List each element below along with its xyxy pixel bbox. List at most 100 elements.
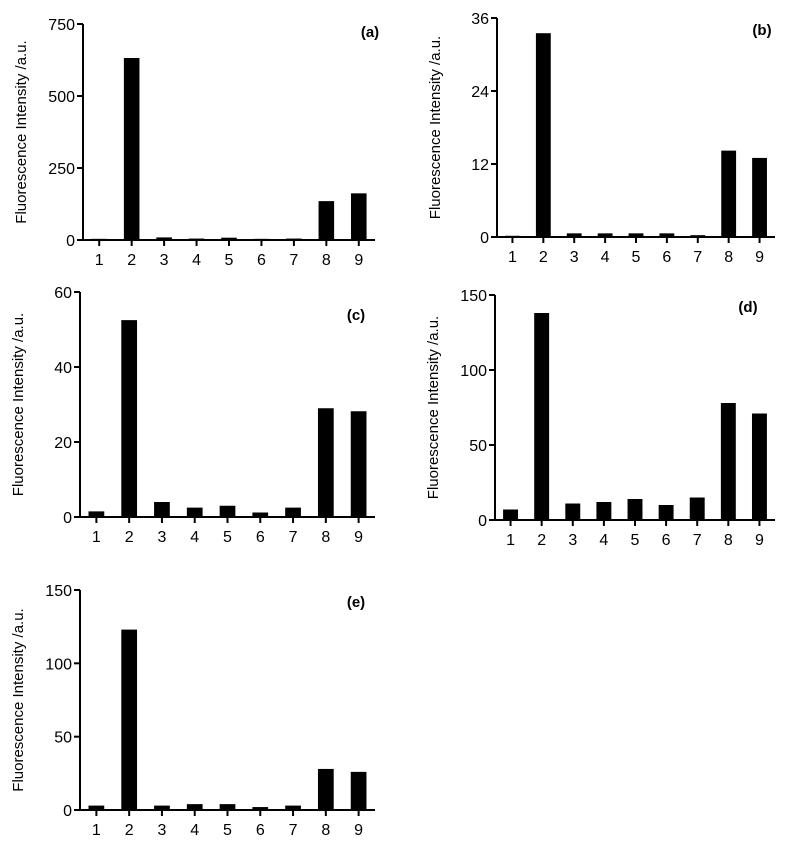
x-tick-label: 6 — [662, 532, 671, 549]
x-tick-label: 9 — [755, 249, 764, 266]
x-tick-label: 9 — [354, 252, 363, 269]
bar-3 — [156, 237, 172, 240]
bar-4 — [186, 507, 203, 517]
y-axis-label: Fluorescence Intensity /a.u. — [10, 608, 27, 791]
bar-9 — [350, 771, 367, 810]
bar-4 — [188, 238, 205, 240]
panel-label: (a) — [361, 24, 379, 41]
y-axis-label: Fluorescence Intensity /a.u. — [10, 313, 27, 496]
x-tick-label: 8 — [724, 249, 733, 266]
panel-label: (e) — [347, 594, 365, 611]
bar-5 — [627, 499, 643, 520]
bar-8 — [721, 150, 737, 237]
y-tick-label: 40 — [54, 360, 72, 377]
bar-6 — [252, 807, 269, 810]
y-tick-label: 50 — [54, 730, 72, 747]
bar-9 — [350, 193, 367, 240]
bar-6 — [659, 233, 675, 237]
bar-6 — [253, 238, 270, 240]
y-axis-label: Fluorescence Intensity /a.u. — [13, 40, 30, 223]
bar-2 — [123, 57, 140, 240]
bar-8 — [317, 768, 334, 810]
bar-8 — [720, 403, 736, 520]
bar-3 — [154, 805, 170, 810]
y-tick-label: 250 — [48, 161, 75, 178]
y-tick-label: 750 — [48, 17, 75, 34]
x-tick-label: 7 — [289, 529, 298, 546]
x-tick-label: 7 — [693, 532, 702, 549]
y-tick-label: 0 — [478, 513, 487, 530]
bar-1 — [91, 238, 108, 240]
x-tick-label: 1 — [506, 532, 515, 549]
x-tick-label: 1 — [92, 822, 101, 839]
y-tick-label: 0 — [480, 230, 489, 247]
y-tick-label: 36 — [471, 11, 489, 28]
bar-7 — [285, 805, 301, 810]
x-tick-label: 5 — [632, 249, 641, 266]
x-tick-label: 6 — [662, 249, 671, 266]
x-tick-label: 6 — [257, 252, 266, 269]
x-tick-label: 2 — [537, 532, 546, 549]
x-tick-label: 7 — [693, 249, 702, 266]
bar-2 — [534, 313, 550, 520]
y-axis-label: Fluorescence Intensity /a.u. — [427, 36, 444, 219]
x-tick-label: 8 — [322, 252, 331, 269]
panel-label: (d) — [738, 299, 757, 316]
x-tick-label: 2 — [125, 822, 134, 839]
y-tick-label: 150 — [45, 583, 72, 600]
x-tick-label: 4 — [599, 532, 608, 549]
x-tick-label: 5 — [223, 529, 232, 546]
x-tick-label: 1 — [92, 529, 101, 546]
bar-1 — [88, 511, 105, 517]
x-tick-label: 5 — [223, 822, 232, 839]
x-tick-label: 4 — [192, 252, 201, 269]
x-tick-label: 8 — [321, 529, 330, 546]
bar-5 — [221, 237, 237, 240]
y-tick-label: 60 — [54, 285, 72, 302]
bar-8 — [318, 201, 335, 240]
x-tick-label: 2 — [539, 249, 548, 266]
y-tick-label: 12 — [471, 157, 489, 174]
y-tick-label: 20 — [54, 435, 72, 452]
x-tick-label: 2 — [127, 252, 136, 269]
x-tick-label: 3 — [157, 529, 166, 546]
x-tick-label: 7 — [289, 822, 298, 839]
bar-1 — [505, 235, 520, 237]
y-tick-label: 100 — [45, 656, 72, 673]
y-tick-label: 100 — [460, 363, 487, 380]
x-tick-label: 4 — [190, 822, 199, 839]
x-tick-label: 3 — [568, 532, 577, 549]
bar-5 — [219, 804, 236, 810]
x-tick-label: 9 — [354, 822, 363, 839]
y-axis-label: Fluorescence Intensity /a.u. — [425, 316, 442, 499]
bar-6 — [658, 505, 674, 520]
bar-5 — [628, 233, 644, 237]
y-tick-label: 0 — [66, 233, 75, 250]
x-tick-label: 1 — [95, 252, 104, 269]
x-tick-label: 5 — [631, 532, 640, 549]
bar-9 — [751, 413, 767, 520]
bar-7 — [690, 235, 706, 237]
bar-3 — [565, 503, 581, 520]
y-tick-label: 0 — [63, 803, 72, 820]
bar-1 — [88, 805, 105, 810]
x-tick-label: 3 — [157, 822, 166, 839]
bar-4 — [597, 233, 613, 237]
bar-9 — [752, 157, 767, 237]
x-tick-label: 3 — [570, 249, 579, 266]
x-tick-label: 2 — [125, 529, 134, 546]
bar-3 — [566, 233, 582, 237]
bar-2 — [535, 33, 551, 238]
x-tick-label: 4 — [190, 529, 199, 546]
x-tick-label: 1 — [508, 249, 517, 266]
bar-4 — [186, 804, 203, 810]
y-tick-label: 24 — [471, 84, 489, 101]
panel-label: (c) — [347, 307, 365, 324]
chart-panel-3: 0 20 40 60 1 2 3 4 5 6 7 8 9 Fluorescence Intensity /… — [10, 285, 375, 546]
x-tick-label: 6 — [256, 529, 265, 546]
y-tick-label: 500 — [48, 89, 75, 106]
bar-7 — [286, 238, 302, 240]
x-tick-label: 6 — [256, 822, 265, 839]
chart-panel-5: 0 50 100 150 1 2 3 4 5 6 7 8 9 Fluorescence Intensity… — [10, 583, 375, 839]
